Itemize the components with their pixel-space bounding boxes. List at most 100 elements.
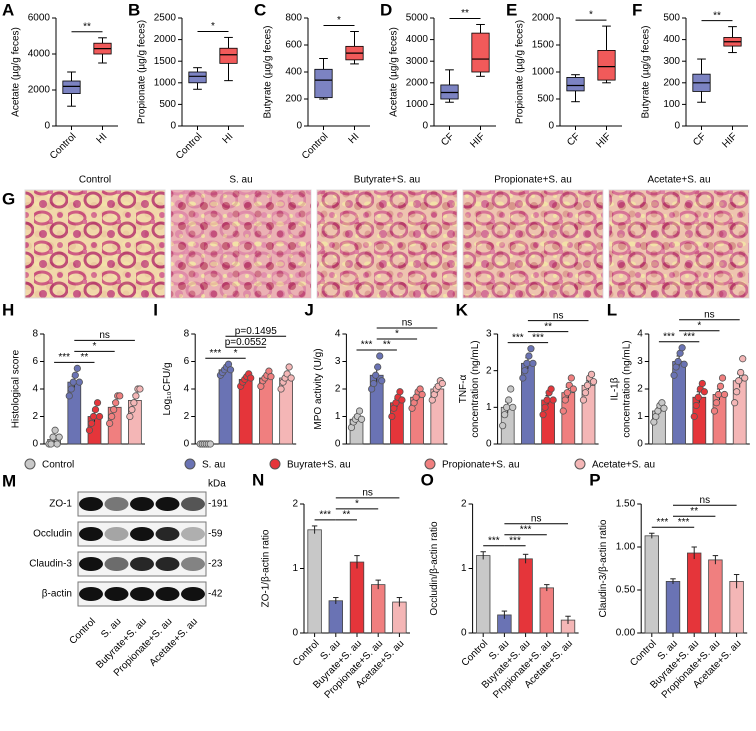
legend-label: Acetate+S. au	[592, 460, 655, 471]
bar	[218, 369, 233, 445]
data-point	[501, 411, 509, 419]
band	[181, 587, 205, 601]
significance-label: ns	[700, 495, 711, 506]
y-axis-label: Histological score	[11, 349, 22, 428]
data-point	[700, 388, 708, 396]
y-axis-label: Log₁₀CFU/g	[162, 362, 173, 415]
data-point	[539, 411, 547, 419]
y-tick-label: 4	[335, 329, 341, 340]
data-point	[521, 367, 529, 375]
data-point	[547, 385, 555, 393]
data-point	[108, 412, 116, 421]
y-axis-label: TNF-α	[458, 375, 469, 404]
y-tick-label: 2	[32, 411, 38, 422]
y-tick-label: 500	[663, 13, 680, 24]
data-point	[549, 396, 557, 404]
band	[181, 557, 205, 571]
y-tick-label: 2	[184, 411, 190, 422]
box	[219, 47, 238, 64]
data-point	[674, 357, 682, 366]
y-tick-label: 0	[486, 439, 492, 450]
data-point	[51, 426, 59, 434]
data-point	[106, 419, 114, 427]
significance-label: *	[211, 21, 215, 32]
data-point	[716, 382, 725, 390]
data-point	[374, 363, 382, 371]
x-tick-label: Control	[300, 131, 331, 162]
y-axis-label: Occludin/β-actin ratio	[429, 521, 440, 616]
data-point	[561, 396, 569, 404]
band	[130, 497, 154, 511]
data-point	[739, 355, 747, 363]
x-tick-label: CF	[439, 131, 456, 148]
panel-letter: J	[304, 300, 313, 319]
y-tick-label: 3	[637, 356, 643, 367]
y-tick-label: 300	[663, 56, 680, 67]
data-point	[529, 359, 537, 367]
significance-label: ***	[319, 510, 331, 521]
data-point	[519, 374, 527, 382]
y-tick-label: 0	[422, 121, 428, 132]
legend-marker	[269, 458, 281, 470]
significance-label: ***	[210, 348, 222, 359]
y-tick-label: 1.00	[616, 542, 636, 553]
bar	[328, 600, 343, 634]
data-point	[378, 377, 386, 385]
significance-label: ***	[488, 535, 500, 546]
box	[188, 71, 207, 84]
legend-label: Control	[42, 460, 74, 471]
data-point	[737, 368, 745, 377]
significance-label: *	[234, 348, 238, 359]
panel-letter: A	[2, 0, 14, 19]
data-point	[710, 407, 719, 415]
y-tick-label: 500	[159, 99, 176, 110]
data-point	[523, 359, 531, 367]
legend-marker	[424, 458, 436, 470]
y-axis-label: concentration (ng/mL)	[470, 340, 481, 437]
significance-label: p=0.1495	[235, 326, 277, 337]
y-tick-label: 1	[335, 411, 341, 422]
significance-label: **	[343, 510, 351, 521]
y-tick-label: 2	[486, 365, 492, 376]
y-axis-label: Claudin-3/β-actin ratio	[598, 519, 609, 617]
y-tick-label: 0.50	[616, 585, 636, 596]
data-point	[741, 374, 749, 382]
data-point	[714, 390, 723, 399]
data-point	[71, 371, 79, 379]
legend-label: Buyrate+S. au	[287, 460, 351, 471]
y-tick-label: 0	[637, 439, 643, 450]
data-point	[206, 440, 214, 448]
significance-label: **	[690, 506, 698, 517]
box	[314, 68, 333, 99]
significance-label: **	[461, 8, 469, 19]
band	[130, 557, 154, 571]
band	[155, 587, 180, 601]
data-point	[55, 433, 63, 441]
y-tick-label: 2000	[154, 34, 177, 45]
data-point	[690, 412, 698, 421]
bar	[665, 581, 681, 634]
bar	[392, 601, 407, 634]
y-tick-label: 1500	[532, 40, 555, 51]
y-axis-label: Butyrate (µg/g feces)	[641, 25, 652, 118]
x-tick-label: HIF	[720, 131, 739, 150]
y-tick-label: 0	[184, 439, 190, 450]
band	[104, 527, 129, 541]
band	[79, 497, 103, 511]
y-tick-label: 6000	[28, 13, 51, 24]
data-point	[680, 360, 688, 368]
significance-label: **	[383, 340, 391, 351]
data-point	[678, 344, 686, 352]
y-tick-label: 600	[285, 40, 302, 51]
protein-label: ZO-1	[49, 499, 72, 510]
data-point	[499, 422, 507, 430]
data-point	[720, 390, 729, 399]
legend-label: S. au	[202, 460, 225, 471]
significance-label: ns	[531, 513, 542, 524]
y-tick-label: 1000	[154, 77, 177, 88]
significance-label: ***	[58, 352, 70, 363]
panel-letter: E	[506, 0, 517, 19]
band	[79, 527, 103, 541]
x-tick-label: HIF	[468, 131, 487, 150]
